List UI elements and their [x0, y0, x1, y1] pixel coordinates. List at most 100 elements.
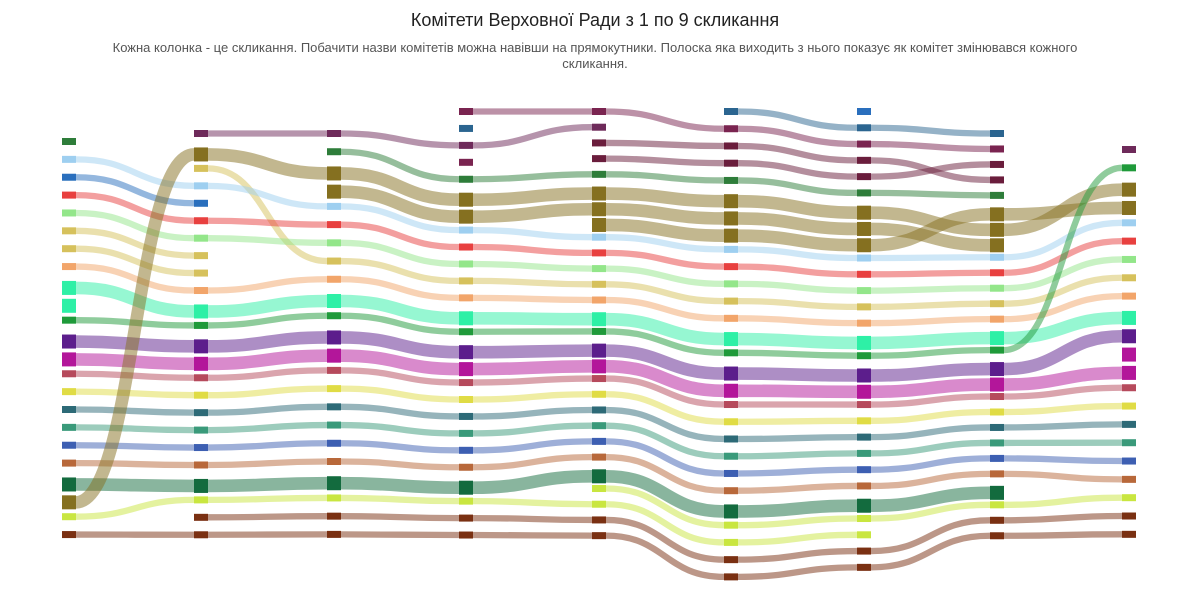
committee-node[interactable] [1122, 512, 1136, 520]
committee-node[interactable] [592, 312, 606, 327]
committee-node[interactable] [327, 421, 341, 429]
sankey-link[interactable] [75, 245, 195, 277]
sankey-link[interactable] [605, 312, 725, 346]
sankey-link[interactable] [340, 221, 460, 251]
committee-node[interactable] [592, 327, 606, 335]
committee-node[interactable] [327, 458, 341, 465]
committee-node[interactable] [194, 199, 208, 207]
committee-node[interactable] [592, 485, 606, 493]
committee-node[interactable] [1122, 237, 1136, 245]
sankey-link[interactable] [605, 422, 725, 460]
committee-node[interactable] [990, 408, 1004, 416]
committee-node[interactable] [724, 159, 738, 167]
committee-node[interactable] [990, 331, 1004, 346]
sankey-link[interactable] [737, 384, 858, 399]
committee-node[interactable] [857, 319, 871, 327]
sankey-link[interactable] [207, 312, 328, 329]
sankey-link[interactable] [605, 249, 725, 270]
sankey-link[interactable] [340, 349, 460, 376]
committee-node[interactable] [62, 477, 76, 492]
committee-node[interactable] [194, 531, 208, 539]
sankey-link[interactable] [737, 433, 858, 443]
sankey-link[interactable] [870, 222, 991, 252]
sankey-link[interactable] [207, 182, 328, 210]
committee-node[interactable] [724, 125, 738, 133]
sankey-link[interactable] [1003, 494, 1123, 508]
committee-node[interactable] [724, 401, 738, 409]
committee-node[interactable] [990, 377, 1004, 392]
committee-node[interactable] [857, 563, 871, 571]
committee-node[interactable] [990, 454, 1004, 462]
committee-node[interactable] [459, 175, 473, 183]
committee-node[interactable] [194, 164, 208, 172]
committee-node[interactable] [592, 217, 606, 232]
committee-node[interactable] [724, 176, 738, 184]
sankey-link[interactable] [1003, 402, 1123, 416]
committee-node[interactable] [327, 221, 341, 229]
committee-node[interactable] [1122, 402, 1136, 410]
committee-node[interactable] [459, 260, 473, 268]
sankey-link[interactable] [207, 349, 328, 371]
committee-node[interactable] [194, 287, 208, 295]
committee-node[interactable] [857, 417, 871, 425]
committee-node[interactable] [990, 284, 1004, 292]
sankey-link[interactable] [207, 148, 328, 180]
committee-node[interactable] [592, 359, 606, 374]
sankey-link[interactable] [605, 344, 725, 380]
committee-node[interactable] [1122, 274, 1136, 282]
sankey-link[interactable] [472, 453, 593, 471]
sankey-link[interactable] [207, 494, 328, 504]
committee-node[interactable] [990, 423, 1004, 431]
committee-node[interactable] [327, 494, 341, 502]
committee-node[interactable] [459, 531, 473, 539]
committee-node[interactable] [592, 280, 606, 288]
sankey-link[interactable] [75, 388, 195, 399]
sankey-link[interactable] [870, 254, 991, 262]
sankey-link[interactable] [340, 239, 460, 268]
committee-node[interactable] [459, 294, 473, 302]
sankey-link[interactable] [472, 226, 593, 241]
committee-node[interactable] [724, 228, 738, 243]
sankey-link[interactable] [207, 403, 328, 416]
committee-node[interactable] [194, 234, 208, 242]
committee-node[interactable] [857, 270, 871, 278]
sankey-link[interactable] [870, 140, 991, 153]
sankey-link[interactable] [870, 378, 991, 399]
sankey-link[interactable] [870, 331, 991, 350]
sankey-link[interactable] [605, 375, 725, 408]
committee-node[interactable] [327, 130, 341, 137]
sankey-link[interactable] [1003, 164, 1123, 354]
committee-node[interactable] [62, 209, 76, 217]
sankey-link[interactable] [207, 165, 328, 265]
committee-node[interactable] [857, 482, 871, 490]
committee-node[interactable] [62, 227, 76, 235]
sankey-link[interactable] [340, 276, 460, 302]
sankey-link[interactable] [605, 391, 725, 425]
sankey-link[interactable] [75, 424, 195, 434]
sankey-link[interactable] [472, 124, 593, 149]
committee-node[interactable] [62, 191, 76, 199]
sankey-link[interactable] [340, 494, 460, 505]
committee-node[interactable] [724, 469, 738, 477]
committee-node[interactable] [592, 453, 606, 461]
committee-node[interactable] [990, 176, 1004, 184]
committee-node[interactable] [62, 441, 76, 449]
sankey-link[interactable] [472, 391, 593, 403]
committee-node[interactable] [327, 257, 341, 265]
sankey-link[interactable] [472, 344, 593, 359]
committee-node[interactable] [1122, 292, 1136, 300]
committee-node[interactable] [327, 403, 341, 411]
committee-node[interactable] [327, 385, 341, 393]
committee-node[interactable] [990, 516, 1004, 524]
committee-node[interactable] [459, 141, 473, 149]
sankey-link[interactable] [340, 185, 460, 223]
committee-node[interactable] [194, 339, 208, 354]
sankey-link[interactable] [737, 466, 858, 477]
sankey-link[interactable] [870, 161, 991, 180]
committee-node[interactable] [459, 345, 473, 360]
committee-node[interactable] [327, 348, 341, 363]
committee-node[interactable] [194, 269, 208, 277]
sankey-link[interactable] [737, 564, 858, 581]
sankey-link[interactable] [737, 142, 858, 164]
committee-node[interactable] [724, 245, 738, 253]
